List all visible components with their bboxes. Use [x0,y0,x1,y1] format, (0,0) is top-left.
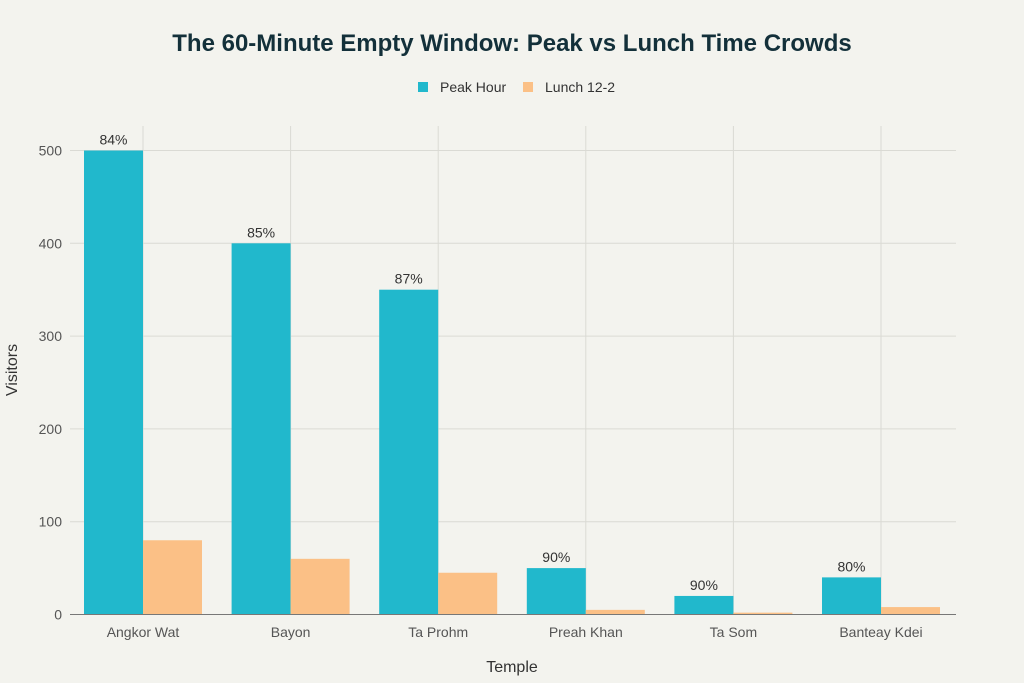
legend: Peak Hour Lunch 12-2 [418,79,615,95]
x-tick-label-angkor-wat: Angkor Wat [107,624,180,640]
bar-lunch-12-2-ta-som[interactable] [733,612,793,615]
y-axis-title: Visitors [4,344,21,396]
bar-peak-hour-bayon[interactable] [231,243,291,615]
legend-swatch-lunch[interactable] [523,82,533,92]
bar-lunch-12-2-angkor-wat[interactable] [143,540,202,615]
data-label-ta-prohm: 87% [395,271,423,287]
bar-lunch-12-2-banteay-kdei[interactable] [881,607,940,615]
data-labels: 84% 85% 87% 90% 90% 80% [99,132,865,593]
gridlines [70,126,956,615]
y-tick-label-300: 300 [39,328,63,344]
x-tick-label-ta-prohm: Ta Prohm [408,624,468,640]
bar-lunch-12-2-preah-khan[interactable] [585,609,645,615]
x-axis-ticks: Angkor Wat Bayon Ta Prohm Preah Khan Ta Som B… [107,624,923,640]
bar-peak-hour-preah-khan[interactable] [526,568,586,615]
y-tick-label-100: 100 [39,514,63,530]
y-axis-ticks: 0 100 200 300 400 500 [39,143,63,623]
bar-peak-hour-ta-som[interactable] [674,595,734,615]
bar-peak-hour-ta-prohm[interactable] [379,289,439,615]
legend-label-lunch[interactable]: Lunch 12-2 [545,79,615,95]
chart-title: The 60-Minute Empty Window: Peak vs Lunc… [172,30,851,57]
data-label-angkor-wat: 84% [99,132,127,148]
legend-label-peak-hour[interactable]: Peak Hour [440,79,506,95]
y-tick-label-400: 400 [39,235,63,251]
bar-peak-hour-angkor-wat[interactable] [84,150,143,615]
x-axis-title: Temple [486,659,538,676]
data-label-banteay-kdei: 80% [837,558,865,574]
y-tick-label-0: 0 [54,607,62,623]
x-tick-label-ta-som: Ta Som [710,624,757,640]
bar-lunch-12-2-bayon[interactable] [290,558,350,615]
data-label-ta-som: 90% [690,577,718,593]
bar-lunch-12-2-ta-prohm[interactable] [438,572,498,615]
legend-swatch-peak-hour[interactable] [418,82,428,92]
data-label-bayon: 85% [247,224,275,240]
bar-peak-hour-banteay-kdei[interactable] [822,577,881,615]
data-label-preah-khan: 90% [542,549,570,565]
x-tick-label-banteay-kdei: Banteay Kdei [839,624,922,640]
x-tick-label-preah-khan: Preah Khan [549,624,623,640]
y-tick-label-500: 500 [39,143,63,159]
bars [84,150,940,615]
y-tick-label-200: 200 [39,421,63,437]
x-tick-label-bayon: Bayon [271,624,311,640]
